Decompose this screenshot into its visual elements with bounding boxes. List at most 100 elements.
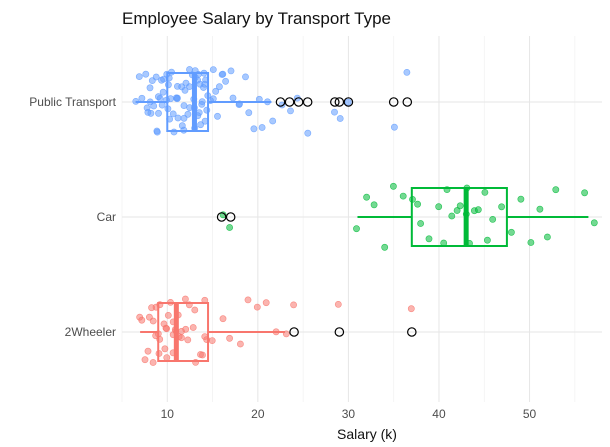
data-point xyxy=(287,107,294,115)
outlier xyxy=(402,97,413,107)
data-point xyxy=(169,110,177,118)
data-point xyxy=(215,83,223,91)
outlier xyxy=(388,97,399,107)
data-point xyxy=(474,206,482,214)
data-point xyxy=(456,202,464,210)
data-point xyxy=(199,351,206,359)
data-point xyxy=(581,189,588,197)
data-point xyxy=(156,95,164,102)
data-point xyxy=(153,128,161,136)
data-point xyxy=(189,324,197,331)
data-point xyxy=(483,236,491,244)
data-point xyxy=(489,215,497,223)
data-point xyxy=(173,95,181,103)
y-tick-label: Car xyxy=(97,210,116,224)
box xyxy=(410,187,508,247)
data-point xyxy=(182,325,190,333)
data-point xyxy=(304,129,312,137)
data-point xyxy=(195,109,203,116)
x-tick-label: 50 xyxy=(523,407,537,421)
data-point xyxy=(184,336,192,344)
data-point xyxy=(590,219,598,227)
y-tick-label: 2Wheeler xyxy=(65,325,116,339)
data-point xyxy=(174,114,182,122)
data-point xyxy=(269,117,277,125)
outlier xyxy=(289,327,299,337)
data-point xyxy=(209,66,217,73)
data-point xyxy=(138,316,146,324)
axis-ticks: 10 20 30 40 50 Public Transport Car 2Wheeler xyxy=(29,95,536,421)
data-point xyxy=(149,359,157,366)
data-point xyxy=(186,83,193,90)
data-point xyxy=(425,235,433,243)
data-point xyxy=(222,77,229,85)
data-point xyxy=(181,87,189,94)
data-point xyxy=(177,334,185,342)
box xyxy=(157,302,210,362)
outlier xyxy=(407,327,417,337)
data-point xyxy=(389,182,397,190)
data-point xyxy=(227,67,235,75)
data-point xyxy=(198,98,206,105)
outlier xyxy=(334,97,345,107)
series-public-transport xyxy=(132,66,413,137)
data-point xyxy=(370,201,378,209)
x-tick-label: 30 xyxy=(342,407,356,421)
outlier xyxy=(334,327,345,337)
data-point xyxy=(552,186,560,194)
data-point xyxy=(334,300,342,308)
data-point xyxy=(144,347,152,355)
data-point xyxy=(390,123,398,131)
data-point xyxy=(399,192,407,200)
data-point xyxy=(164,311,172,319)
data-point xyxy=(147,109,155,117)
data-point xyxy=(218,71,226,78)
data-point xyxy=(245,109,253,117)
data-point xyxy=(226,224,233,231)
data-point xyxy=(184,110,192,118)
data-point xyxy=(448,212,456,220)
x-tick-label: 40 xyxy=(432,407,446,421)
outlier xyxy=(216,212,227,222)
data-point xyxy=(290,301,297,309)
data-point xyxy=(226,334,233,342)
data-point xyxy=(197,121,204,129)
data-point xyxy=(161,345,169,353)
data-point xyxy=(209,95,217,103)
plot-area xyxy=(132,66,598,366)
data-point xyxy=(167,95,174,103)
data-point xyxy=(141,356,149,364)
data-point xyxy=(498,203,505,211)
outlier xyxy=(284,97,295,107)
data-point xyxy=(181,295,189,303)
data-point xyxy=(453,207,461,214)
data-point xyxy=(258,124,266,131)
x-axis-label: Salary (k) xyxy=(337,426,397,442)
series-2wheeler xyxy=(136,295,417,366)
data-point xyxy=(414,200,421,208)
data-point xyxy=(435,203,443,211)
data-point xyxy=(336,115,344,122)
data-point xyxy=(253,303,261,311)
box xyxy=(166,72,210,132)
data-point xyxy=(353,225,360,233)
x-tick-label: 20 xyxy=(251,407,265,421)
outlier xyxy=(275,97,286,107)
outlier xyxy=(225,212,236,222)
outlier xyxy=(343,97,354,107)
data-point xyxy=(417,220,424,227)
data-point xyxy=(150,102,158,110)
data-point xyxy=(407,305,415,313)
data-point xyxy=(142,70,150,78)
outlier xyxy=(330,97,340,107)
data-point xyxy=(155,109,162,117)
data-point xyxy=(242,73,249,81)
data-point xyxy=(159,88,167,96)
data-point xyxy=(146,84,154,92)
data-point xyxy=(507,228,515,236)
data-point xyxy=(262,299,270,307)
data-point xyxy=(138,94,146,102)
data-point xyxy=(517,195,525,203)
data-point xyxy=(331,108,338,116)
